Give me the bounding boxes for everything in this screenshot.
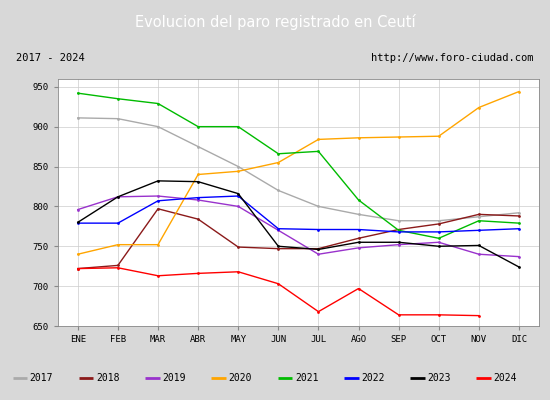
Text: 2019: 2019 [162, 373, 186, 383]
Text: 2021: 2021 [295, 373, 318, 383]
Text: 2018: 2018 [96, 373, 119, 383]
Text: Evolucion del paro registrado en Ceutí: Evolucion del paro registrado en Ceutí [135, 14, 415, 30]
Text: 2022: 2022 [361, 373, 384, 383]
Text: 2020: 2020 [229, 373, 252, 383]
Text: 2023: 2023 [427, 373, 451, 383]
Text: http://www.foro-ciudad.com: http://www.foro-ciudad.com [371, 53, 534, 63]
Text: 2017: 2017 [30, 373, 53, 383]
Text: 2024: 2024 [494, 373, 517, 383]
Text: 2017 - 2024: 2017 - 2024 [16, 53, 85, 63]
